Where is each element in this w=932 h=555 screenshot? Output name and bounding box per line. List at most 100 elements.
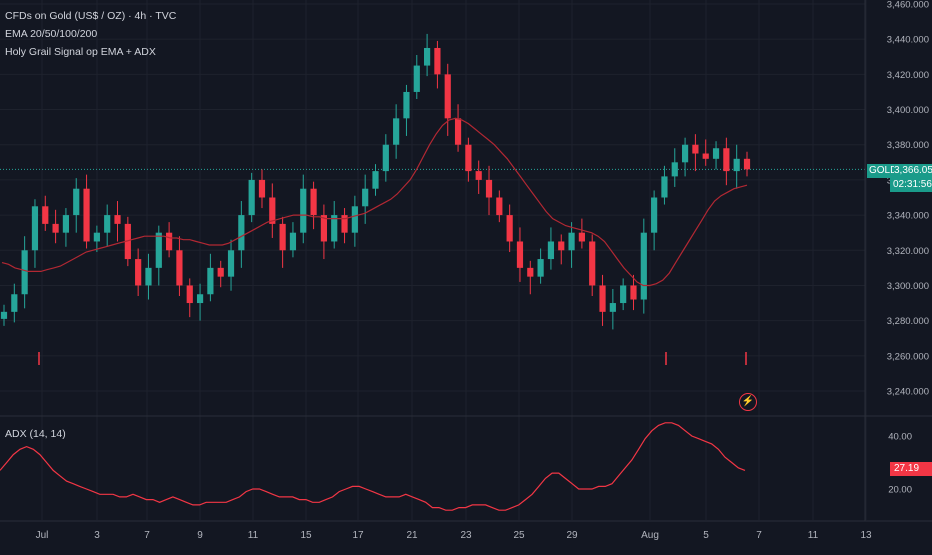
symbol-title: CFDs on Gold (US$ / OZ) · 4h · TVC — [5, 10, 177, 22]
candle-body — [83, 188, 90, 242]
time-axis-label: Aug — [641, 530, 659, 541]
candle-body — [248, 179, 255, 216]
candle-body — [320, 215, 327, 242]
candle-body — [485, 179, 493, 198]
adx-axis-label: 20.00 — [888, 485, 912, 496]
ema-indicator-label[interactable]: EMA 20/50/100/200 — [5, 28, 98, 40]
candle-body — [279, 223, 286, 251]
candle-body — [52, 223, 59, 233]
time-axis-label: 23 — [460, 530, 472, 541]
candle-body — [124, 223, 131, 260]
time-axis-label: 21 — [406, 530, 418, 541]
candle-body — [382, 144, 389, 172]
holy-grail-indicator-label[interactable]: Holy Grail Signal op EMA + ADX — [5, 46, 156, 58]
candle-body — [547, 241, 555, 260]
candle-body — [413, 65, 420, 92]
candle-body — [516, 241, 524, 268]
price-axis-label: 3,340.000 — [887, 211, 929, 222]
candle-body — [578, 232, 585, 242]
price-axis-label: 3,460.000 — [887, 0, 929, 11]
candle-body — [227, 250, 235, 277]
time-axis-label: 17 — [352, 530, 364, 541]
price-axis-label: 3,240.000 — [887, 387, 929, 398]
adx-axis-label: 40.00 — [888, 432, 912, 443]
candle-body — [300, 188, 307, 233]
lightning-icon[interactable]: ⚡ — [739, 393, 757, 411]
candle-body — [351, 206, 358, 233]
time-axis-label: 29 — [566, 530, 578, 541]
time-axis-label: 3 — [94, 530, 100, 541]
candle-body — [176, 250, 183, 286]
candle-body — [630, 285, 637, 300]
candle-body — [454, 118, 462, 145]
adx-pane-label[interactable]: ADX (14, 14) — [5, 428, 66, 440]
candle-body — [527, 267, 534, 277]
candle-body — [496, 197, 503, 216]
price-axis-label: 3,400.000 — [887, 105, 929, 116]
candle-body — [620, 285, 627, 304]
candle-body — [114, 215, 121, 224]
candle-body — [444, 74, 451, 119]
time-axis-label: Jul — [36, 530, 49, 541]
price-axis-label: 3,260.000 — [887, 351, 929, 362]
adx-current-value: 27.19 — [890, 462, 932, 476]
candle-body — [589, 241, 596, 286]
candle-body — [671, 162, 678, 177]
candle-body — [681, 144, 689, 163]
candle-body — [258, 179, 266, 198]
price-axis-label: 3,300.000 — [887, 281, 929, 292]
candle-body — [702, 153, 709, 159]
candle-body — [743, 158, 751, 170]
candle-body — [712, 148, 720, 159]
candle-body — [568, 232, 575, 251]
time-axis-label: 7 — [144, 530, 150, 541]
candle-body — [42, 206, 49, 224]
candle-body — [506, 215, 513, 242]
candle-body — [393, 118, 400, 145]
price-axis-label: 3,440.000 — [887, 35, 929, 46]
time-axis-label: 15 — [300, 530, 312, 541]
candle-body — [341, 215, 348, 233]
candle-body — [11, 294, 18, 312]
time-axis-label: 5 — [703, 530, 709, 541]
candle-body — [207, 267, 214, 295]
candle-body — [186, 285, 193, 304]
candle-body — [475, 171, 482, 180]
time-axis-label: 11 — [248, 530, 259, 541]
candle-body — [0, 311, 8, 319]
price-axis-label: 3,380.000 — [887, 140, 929, 151]
candle-body — [599, 285, 606, 312]
candle-body — [424, 47, 431, 66]
candle-body — [310, 188, 317, 216]
candle-body — [733, 158, 740, 172]
price-axis-label: 3,280.000 — [887, 316, 929, 327]
candle-body — [73, 188, 80, 216]
candle-body — [558, 241, 565, 251]
candle-body — [135, 259, 142, 286]
time-axis-label: 25 — [513, 530, 525, 541]
candle-body — [93, 232, 100, 242]
price-tag-value: 3,366.053 — [894, 164, 932, 178]
candle-body — [640, 232, 647, 300]
candle-body — [217, 267, 224, 277]
candle-body — [31, 206, 39, 251]
candle-body — [196, 294, 204, 304]
time-axis-label: 7 — [756, 530, 762, 541]
time-axis-label: 9 — [197, 530, 203, 541]
candle-body — [403, 91, 410, 119]
candle-body — [104, 215, 111, 233]
candle-body — [289, 232, 297, 251]
time-axis-label: 11 — [808, 530, 819, 541]
candle-body — [692, 144, 699, 154]
adx-line — [0, 422, 746, 511]
price-axis-label: 3,420.000 — [887, 70, 929, 81]
price-axis-label: 3,320.000 — [887, 246, 929, 257]
price-tag-symbol: GOLD — [869, 165, 898, 176]
candle-body — [651, 197, 658, 233]
candle-body — [362, 188, 369, 207]
candle-body — [269, 197, 276, 224]
candle-body — [434, 47, 441, 75]
candle-body — [537, 259, 544, 277]
